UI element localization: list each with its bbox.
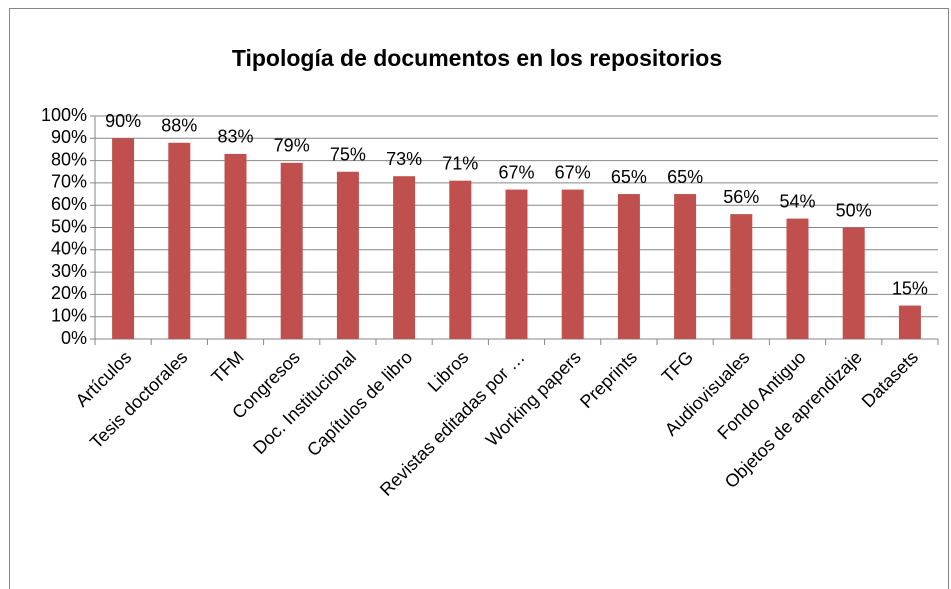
data-label: 67% xyxy=(498,162,534,182)
bar xyxy=(224,153,247,339)
data-label: 75% xyxy=(330,145,366,165)
bar xyxy=(730,214,753,339)
data-label: 90% xyxy=(105,111,141,131)
bar xyxy=(842,227,865,339)
y-tick-label: 40% xyxy=(51,239,87,259)
bar xyxy=(674,194,697,339)
bar xyxy=(393,176,416,339)
data-label: 79% xyxy=(274,136,310,156)
bar xyxy=(168,142,191,339)
data-label: 71% xyxy=(442,153,478,173)
bar xyxy=(898,305,921,339)
bar xyxy=(449,180,472,339)
bar xyxy=(112,138,135,339)
y-tick-label: 50% xyxy=(51,216,87,236)
y-tick-label: 0% xyxy=(61,328,87,348)
data-label: 88% xyxy=(161,116,197,136)
data-label: 73% xyxy=(386,149,422,169)
y-tick-label: 80% xyxy=(51,149,87,169)
y-tick-label: 30% xyxy=(51,261,87,281)
data-label: 65% xyxy=(667,167,703,187)
y-tick-label: 20% xyxy=(51,283,87,303)
bar xyxy=(617,194,640,339)
data-label: 56% xyxy=(723,187,759,207)
bar xyxy=(786,218,809,339)
bar xyxy=(336,171,359,339)
chart-title: Tipología de documentos en los repositor… xyxy=(232,45,722,71)
data-label: 15% xyxy=(892,278,928,298)
data-label: 83% xyxy=(217,127,253,147)
y-tick-label: 70% xyxy=(51,172,87,192)
bar xyxy=(561,189,584,339)
bar xyxy=(280,162,303,339)
y-tick-label: 10% xyxy=(51,305,87,325)
y-tick-label: 100% xyxy=(41,105,87,125)
y-tick-label: 90% xyxy=(51,127,87,147)
y-tick-label: 60% xyxy=(51,194,87,214)
data-label: 65% xyxy=(611,167,647,187)
data-label: 67% xyxy=(555,162,591,182)
bar xyxy=(505,189,528,339)
data-label: 50% xyxy=(836,200,872,220)
data-label: 54% xyxy=(779,191,815,211)
